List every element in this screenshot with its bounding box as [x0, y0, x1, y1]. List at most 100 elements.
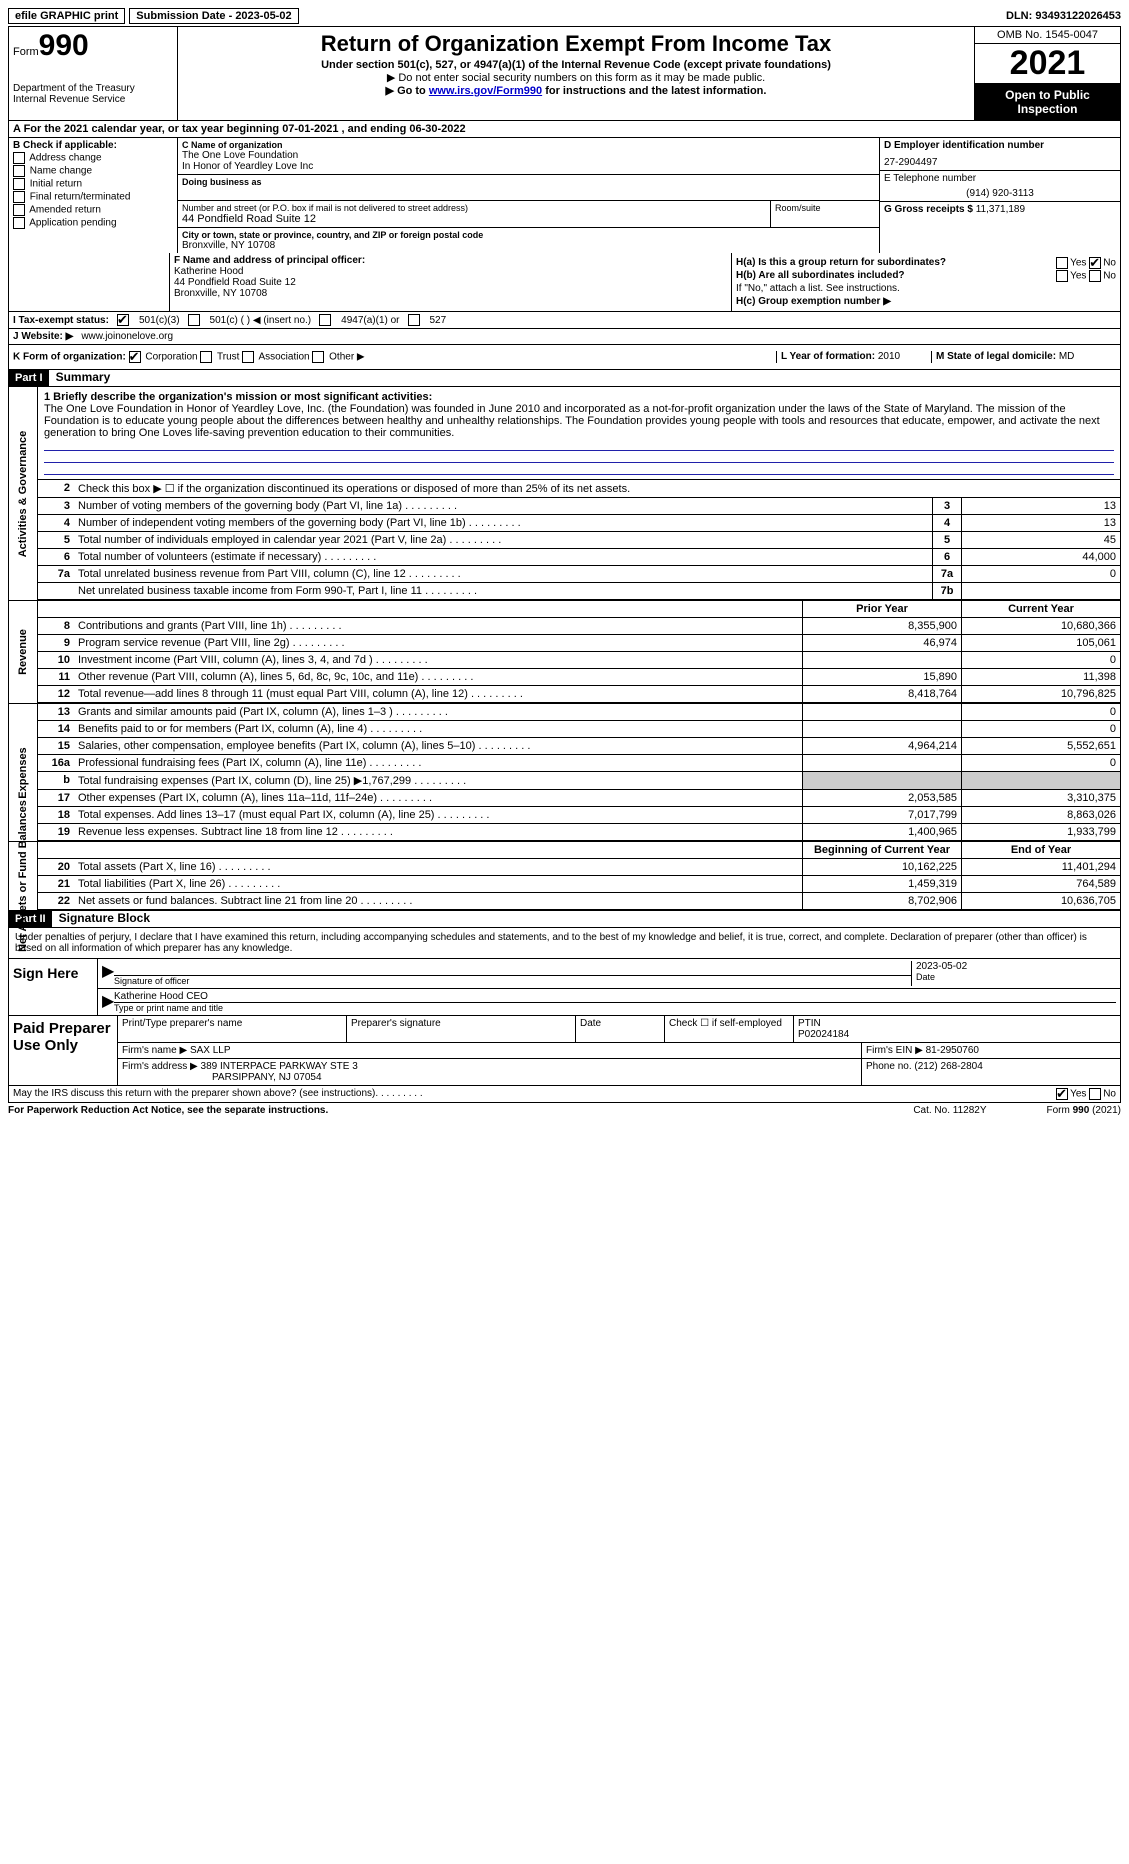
exp-section: Expenses 13Grants and similar amounts pa…	[8, 704, 1121, 842]
sig-name: Katherine Hood CEO	[114, 991, 1116, 1003]
phone-label: E Telephone number	[884, 173, 1116, 184]
q2: Check this box ▶ ☐ if the organization d…	[74, 480, 1120, 497]
exp-line: 17Other expenses (Part IX, column (A), l…	[38, 790, 1120, 807]
city-label: City or town, state or province, country…	[182, 230, 875, 240]
footer-left: For Paperwork Reduction Act Notice, see …	[8, 1105, 328, 1116]
page-footer: For Paperwork Reduction Act Notice, see …	[8, 1105, 1121, 1116]
irs-link[interactable]: www.irs.gov/Form990	[429, 85, 542, 97]
cb-trust[interactable]	[200, 351, 212, 363]
j-label: J Website: ▶	[13, 331, 73, 342]
prep-r2b: Firm's EIN ▶	[866, 1045, 923, 1056]
prep-r1a: Print/Type preparer's name	[118, 1016, 347, 1042]
cb-527[interactable]	[408, 314, 420, 326]
subtitle-1: Under section 501(c), 527, or 4947(a)(1)…	[182, 59, 970, 71]
rev-line: 10Investment income (Part VIII, column (…	[38, 652, 1120, 669]
k-label: K Form of organization:	[13, 352, 126, 363]
sig-date-lbl: Date	[916, 972, 1116, 982]
hdr-beg: Beginning of Current Year	[802, 842, 961, 858]
sig-date: 2023-05-02	[916, 961, 1116, 972]
prep-r1d: Check ☐ if self-employed	[665, 1016, 794, 1042]
discuss-no[interactable]	[1089, 1088, 1101, 1100]
hb-yes[interactable]	[1056, 270, 1068, 282]
form-title: Return of Organization Exempt From Incom…	[182, 31, 970, 57]
prep-r1e: PTIN	[798, 1018, 821, 1029]
part2-header: Part II	[9, 911, 52, 927]
ein-value: 27-2904497	[884, 157, 1116, 168]
cb-app-pending[interactable]	[13, 217, 25, 229]
cb-address-change[interactable]	[13, 152, 25, 164]
part1-title: Summary	[52, 370, 111, 384]
cb-501c[interactable]	[188, 314, 200, 326]
hdr-prior: Prior Year	[802, 601, 961, 617]
officer-name: Katherine Hood	[174, 266, 727, 277]
net-line: 22Net assets or fund balances. Subtract …	[38, 893, 1120, 910]
dept-treasury: Department of the Treasury	[13, 83, 173, 94]
tax-year: 2021	[975, 44, 1120, 84]
firm-addr2: PARSIPPANY, NJ 07054	[212, 1072, 322, 1083]
row-a: A For the 2021 calendar year, or tax yea…	[8, 121, 1121, 138]
discuss-q: May the IRS discuss this return with the…	[13, 1088, 375, 1100]
rev-line: 12Total revenue—add lines 8 through 11 (…	[38, 686, 1120, 703]
net-section: Net Assets or Fund Balances Beginning of…	[8, 842, 1121, 911]
section-bcd: B Check if applicable: Address change Na…	[8, 138, 1121, 253]
city-state-zip: Bronxville, NY 10708	[182, 240, 875, 251]
cb-amended[interactable]	[13, 204, 25, 216]
prep-r2a: Firm's name ▶	[122, 1045, 187, 1056]
room-label: Room/suite	[775, 203, 821, 213]
open-to-public: Open to Public Inspection	[975, 84, 1120, 120]
i-label: I Tax-exempt status:	[13, 315, 109, 326]
discuss-yes[interactable]	[1056, 1088, 1068, 1100]
hdr-end: End of Year	[961, 842, 1120, 858]
website: www.joinonelove.org	[81, 331, 173, 342]
paid-preparer: Paid Preparer Use Only Print/Type prepar…	[8, 1016, 1121, 1086]
officer-addr1: 44 Pondfield Road Suite 12	[174, 277, 727, 288]
cb-name-change[interactable]	[13, 165, 25, 177]
hb-no[interactable]	[1089, 270, 1101, 282]
net-line: 20Total assets (Part X, line 16)10,162,2…	[38, 859, 1120, 876]
sub3-post: for instructions and the latest informat…	[542, 85, 766, 97]
cb-assoc[interactable]	[242, 351, 254, 363]
subtitle-2: ▶ Do not enter social security numbers o…	[182, 71, 970, 84]
col-d: D Employer identification number 27-2904…	[879, 138, 1120, 253]
firm-ein: 81-2950760	[926, 1045, 979, 1056]
cb-initial-return[interactable]	[13, 178, 25, 190]
c-name-label: C Name of organization	[182, 140, 875, 150]
cb-501c3[interactable]	[117, 314, 129, 326]
submission-date: Submission Date - 2023-05-02	[129, 8, 298, 24]
rev-section: Revenue Prior Year Current Year 8Contrib…	[8, 601, 1121, 704]
prep-ptin: P02024184	[798, 1029, 849, 1040]
discuss-row: May the IRS discuss this return with the…	[8, 1086, 1121, 1103]
exp-line: 16aProfessional fundraising fees (Part I…	[38, 755, 1120, 772]
rev-line: 9Program service revenue (Part VIII, lin…	[38, 635, 1120, 652]
net-line: 21Total liabilities (Part X, line 26)1,4…	[38, 876, 1120, 893]
side-net: Net Assets or Fund Balances	[17, 800, 29, 952]
rev-line: 11Other revenue (Part VIII, column (A), …	[38, 669, 1120, 686]
q1: 1 Briefly describe the organization's mi…	[44, 391, 1114, 403]
row-k: K Form of organization: Corporation Trus…	[8, 345, 1121, 370]
col-c: C Name of organization The One Love Foun…	[178, 138, 879, 253]
cb-corp[interactable]	[129, 351, 141, 363]
b-label: B Check if applicable:	[13, 140, 173, 151]
sig-declaration: Under penalties of perjury, I declare th…	[9, 928, 1120, 959]
hdr-curr: Current Year	[961, 601, 1120, 617]
cb-final-return[interactable]	[13, 191, 25, 203]
ha-no[interactable]	[1089, 257, 1101, 269]
street-address: 44 Pondfield Road Suite 12	[182, 213, 766, 225]
part2-title: Signature Block	[55, 911, 150, 925]
gross-value: 11,371,189	[976, 204, 1025, 215]
form-label: Form	[13, 46, 39, 58]
prep-r3a: Firm's address ▶	[122, 1061, 198, 1072]
irs: Internal Revenue Service	[13, 94, 173, 105]
cb-4947[interactable]	[319, 314, 331, 326]
cb-other[interactable]	[312, 351, 324, 363]
firm-name: SAX LLP	[190, 1045, 231, 1056]
section-fgh: F Name and address of principal officer:…	[8, 253, 1121, 312]
omb-number: OMB No. 1545-0047	[975, 27, 1120, 44]
exp-line: 14Benefits paid to or for members (Part …	[38, 721, 1120, 738]
gov-line: Net unrelated business taxable income fr…	[38, 583, 1120, 600]
sig-name-lbl: Type or print name and title	[114, 1003, 1116, 1013]
col-b: B Check if applicable: Address change Na…	[9, 138, 178, 253]
ha-yes[interactable]	[1056, 257, 1068, 269]
org-name1: The One Love Foundation	[182, 150, 875, 161]
rev-line: 8Contributions and grants (Part VIII, li…	[38, 618, 1120, 635]
